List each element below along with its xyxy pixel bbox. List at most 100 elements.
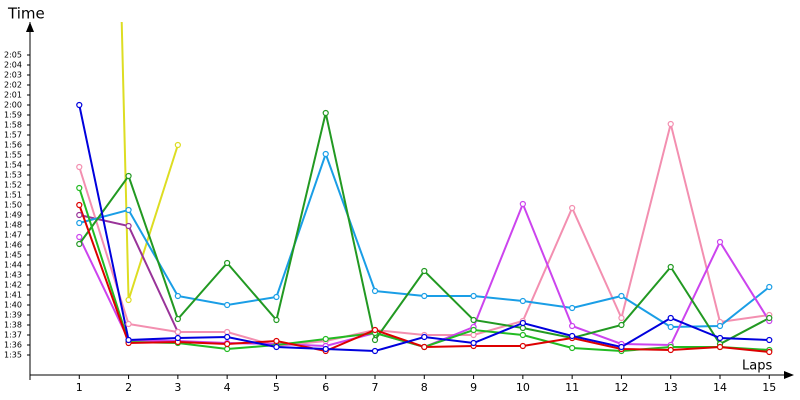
point bbox=[371, 287, 379, 295]
point bbox=[174, 334, 181, 342]
point bbox=[716, 343, 724, 351]
point bbox=[421, 267, 428, 275]
point bbox=[569, 332, 576, 340]
point bbox=[569, 304, 576, 312]
x-tick-label: 9 bbox=[470, 381, 477, 394]
x-tick-label: 2 bbox=[125, 381, 132, 394]
y-tick-label: 1:42 bbox=[4, 281, 22, 290]
point bbox=[667, 314, 674, 322]
point bbox=[470, 292, 477, 300]
series-line bbox=[78, 204, 770, 353]
point bbox=[76, 233, 83, 241]
y-tick-label: 1:49 bbox=[4, 211, 22, 220]
x-tick-label: 11 bbox=[565, 381, 579, 394]
point bbox=[224, 333, 231, 341]
point bbox=[470, 316, 477, 324]
point bbox=[224, 340, 231, 348]
series-line bbox=[120, 22, 179, 301]
x-tick-label: 3 bbox=[174, 381, 181, 394]
point bbox=[76, 163, 83, 171]
y-tick-label: 1:48 bbox=[4, 221, 22, 230]
x-tick-label: 1 bbox=[76, 381, 83, 394]
point bbox=[76, 184, 83, 192]
point bbox=[618, 292, 625, 300]
point bbox=[470, 331, 477, 339]
y-tick-label: 1:35 bbox=[4, 351, 22, 360]
point bbox=[125, 206, 132, 214]
point bbox=[273, 337, 280, 345]
series-line bbox=[79, 150, 770, 329]
point bbox=[125, 172, 132, 180]
point bbox=[125, 222, 132, 230]
point bbox=[519, 297, 526, 305]
point bbox=[322, 345, 329, 353]
y-axis-label: Time bbox=[7, 5, 45, 23]
y-arrow bbox=[26, 22, 34, 32]
plot-area bbox=[76, 22, 773, 356]
y-tick-label: 1:37 bbox=[4, 331, 22, 340]
x-tick-label: 15 bbox=[762, 381, 776, 394]
point bbox=[224, 328, 231, 336]
y-tick-label: 2:00 bbox=[4, 101, 22, 110]
x-tick-label: 12 bbox=[614, 381, 628, 394]
point bbox=[174, 292, 181, 300]
point bbox=[519, 319, 526, 327]
point bbox=[766, 314, 773, 322]
y-tick-label: 1:44 bbox=[4, 261, 22, 270]
point bbox=[569, 322, 576, 330]
y-tick-label: 2:04 bbox=[4, 61, 22, 70]
point bbox=[322, 335, 329, 343]
point bbox=[470, 326, 477, 334]
point bbox=[519, 342, 526, 350]
point bbox=[766, 283, 773, 291]
y-tick-label: 1:54 bbox=[4, 161, 22, 170]
y-tick-label: 1:45 bbox=[4, 251, 22, 260]
point bbox=[519, 200, 526, 208]
point bbox=[519, 331, 526, 339]
y-tick-label: 1:36 bbox=[4, 341, 22, 350]
point bbox=[224, 301, 231, 309]
point bbox=[224, 345, 231, 353]
point bbox=[76, 219, 83, 227]
point bbox=[421, 333, 428, 341]
point bbox=[618, 343, 625, 351]
point bbox=[174, 141, 181, 149]
series-line bbox=[78, 112, 770, 346]
x-arrow bbox=[784, 371, 794, 379]
point bbox=[667, 323, 674, 331]
y-tick-label: 2:02 bbox=[4, 81, 22, 90]
series-line bbox=[78, 201, 771, 349]
point bbox=[766, 336, 773, 344]
point bbox=[716, 238, 724, 246]
point bbox=[224, 259, 231, 267]
point bbox=[125, 320, 132, 328]
point bbox=[125, 336, 132, 344]
y-tick-label: 1:47 bbox=[4, 231, 22, 240]
point bbox=[273, 293, 280, 301]
point bbox=[667, 120, 674, 128]
y-tick-label: 1:38 bbox=[4, 321, 22, 330]
point bbox=[618, 314, 625, 322]
point bbox=[76, 211, 83, 219]
x-tick-label: 10 bbox=[516, 381, 530, 394]
point bbox=[618, 321, 625, 329]
y-tick-label: 2:01 bbox=[4, 91, 22, 100]
point bbox=[371, 336, 379, 344]
point bbox=[174, 328, 181, 336]
x-tick-label: 4 bbox=[224, 381, 231, 394]
point bbox=[371, 347, 379, 355]
point bbox=[421, 343, 428, 351]
x-axis-label: Laps bbox=[742, 359, 772, 374]
point bbox=[174, 315, 181, 323]
x-tick-label: 6 bbox=[322, 381, 329, 394]
point bbox=[421, 292, 428, 300]
point bbox=[766, 348, 773, 356]
point bbox=[371, 326, 379, 334]
point bbox=[76, 101, 83, 109]
y-tick-label: 1:51 bbox=[4, 191, 22, 200]
y-tick-label: 1:55 bbox=[4, 151, 22, 160]
x-tick-label: 7 bbox=[372, 381, 379, 394]
point bbox=[76, 201, 83, 209]
point bbox=[273, 343, 280, 351]
y-tick-label: 1:40 bbox=[4, 301, 22, 310]
